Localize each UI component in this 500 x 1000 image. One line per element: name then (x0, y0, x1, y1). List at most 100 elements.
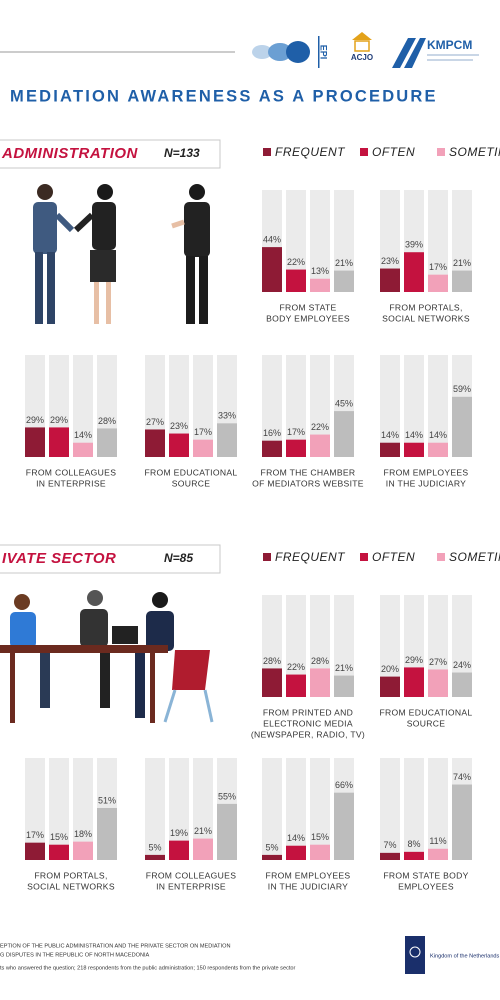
value-label: 20% (381, 664, 399, 674)
value-label: 55% (218, 791, 236, 801)
bar-background (310, 355, 330, 457)
value-label: 22% (287, 662, 305, 672)
bar-background (73, 758, 93, 860)
bar (334, 675, 354, 697)
footer-text: G DISPUTES IN THE REPUBLIC OF NORTH MACE… (0, 952, 150, 958)
bar-background (145, 758, 165, 860)
value-label: 17% (429, 262, 447, 272)
bar (380, 852, 400, 860)
bar (97, 807, 117, 860)
bar (145, 429, 165, 457)
chart-caption: SOCIAL NETWORKS (382, 313, 470, 323)
bar (404, 851, 424, 860)
value-label: 14% (287, 833, 305, 843)
footer-text: ts who answered the question; 218 respon… (0, 965, 296, 971)
chart-caption: ELECTRONIC MEDIA (263, 718, 353, 728)
bar-background (380, 190, 400, 292)
value-label: 22% (311, 422, 329, 432)
bar (193, 439, 213, 457)
value-label: 45% (335, 398, 353, 408)
legend-label: OFTEN (372, 550, 415, 564)
bar-background (428, 355, 448, 457)
bar-background (286, 595, 306, 697)
chart-caption: FROM COLLEAGUES (26, 467, 116, 477)
bar-background (380, 595, 400, 697)
bar-background (310, 190, 330, 292)
value-label: 17% (287, 427, 305, 437)
legend-swatch (360, 148, 368, 156)
bar (452, 784, 472, 860)
value-label: 21% (194, 826, 212, 836)
bar-background (193, 355, 213, 457)
value-label: 59% (453, 384, 471, 394)
bar (380, 268, 400, 292)
chart-caption: OF MEDIATORS WEBSITE (252, 478, 364, 488)
bar-background (428, 190, 448, 292)
chart-caption: EMPLOYEES (398, 881, 454, 891)
bar (380, 676, 400, 697)
value-label: 29% (405, 655, 423, 665)
value-label: 8% (407, 839, 420, 849)
bar-background (428, 758, 448, 860)
section-header-box (0, 544, 221, 574)
bar-background (262, 355, 282, 457)
bar-background (452, 595, 472, 697)
value-label: 51% (98, 795, 116, 805)
chart-caption: BODY EMPLOYEES (266, 313, 350, 323)
bar-background (49, 758, 69, 860)
bar-background (380, 355, 400, 457)
epi-logo (252, 36, 320, 68)
chart-caption: FROM PORTALS, (34, 870, 107, 880)
bar (73, 841, 93, 860)
footer-text: EPTION OF THE PUBLIC ADMINISTRATION AND … (0, 943, 231, 949)
chart-caption: FROM EDUCATIONAL (145, 467, 238, 477)
bar (286, 674, 306, 697)
acjo-logo (352, 32, 372, 52)
logo-text: KMPCM (427, 38, 472, 52)
bar (452, 270, 472, 292)
netherlands-emblem (405, 936, 425, 974)
chart-caption: IN ENTERPRISE (156, 881, 226, 891)
bar (334, 792, 354, 860)
bar (217, 423, 237, 457)
value-label: 14% (429, 430, 447, 440)
chart-caption: FROM EMPLOYEES (266, 870, 351, 880)
value-label: 44% (263, 234, 281, 244)
chart-caption: IN ENTERPRISE (36, 478, 106, 488)
kmpcm-logo (392, 38, 426, 68)
bar (25, 427, 45, 457)
value-label: 27% (429, 657, 447, 667)
chart-caption: SOCIAL NETWORKS (27, 881, 115, 891)
page-title: MEDIATION AWARENESS AS A PROCEDURE (10, 87, 438, 105)
value-label: 28% (98, 416, 116, 426)
value-label: 28% (263, 656, 281, 666)
legend-swatch (437, 148, 445, 156)
bar (145, 854, 165, 860)
section-n: N=85 (164, 551, 193, 565)
legend-label: FREQUENT (275, 550, 346, 564)
chart-caption: IN THE JUDICIARY (386, 478, 466, 488)
chart-caption: FROM COLLEAGUES (146, 870, 236, 880)
value-label: 7% (383, 840, 396, 850)
bar-background (25, 758, 45, 860)
logo-subtext (427, 54, 479, 56)
value-label: 33% (218, 411, 236, 421)
bar (428, 442, 448, 457)
bar-background (452, 190, 472, 292)
value-label: 23% (170, 421, 188, 431)
legend-swatch (263, 148, 271, 156)
bar-background (310, 758, 330, 860)
bar (73, 442, 93, 457)
bar (428, 848, 448, 860)
illustration-handshake (33, 184, 210, 324)
bar-background (404, 355, 424, 457)
bar (49, 427, 69, 457)
bar (262, 854, 282, 860)
value-label: 15% (50, 832, 68, 842)
bar (262, 668, 282, 697)
bar-background (334, 595, 354, 697)
value-label: 21% (335, 663, 353, 673)
bar (217, 803, 237, 860)
